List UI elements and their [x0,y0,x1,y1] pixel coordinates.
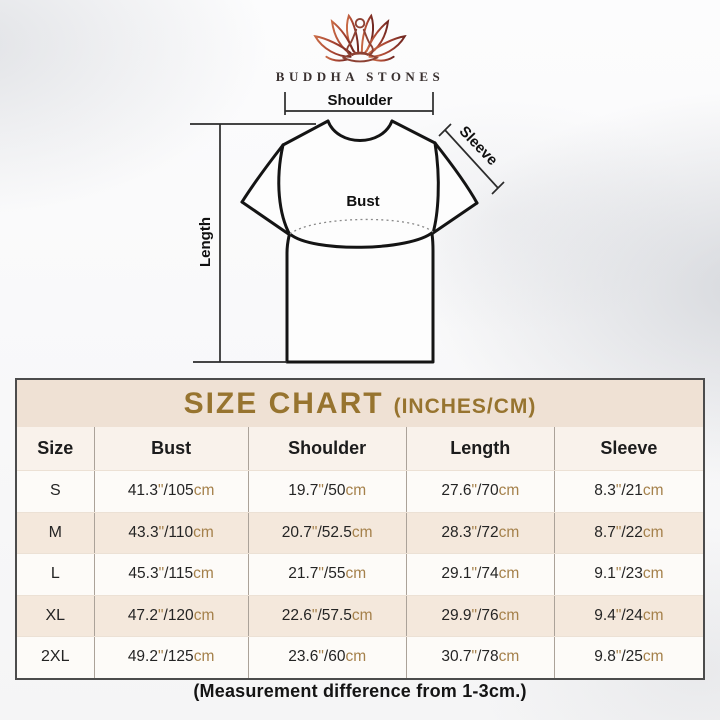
sleeve-label: Sleeve [456,123,501,169]
bust-dotted-line [289,218,434,235]
column-header-shoulder: Shoulder [249,427,407,470]
size-cell: S [17,471,95,512]
table-row-l: L 45.3 "/115 cm 21.7 "/55 cm 29.1 "/74 cm 9.1 "… [17,553,703,595]
sleeve-cell: 9.4 "/24 cm [594,606,664,624]
measurement-lines [190,92,505,363]
bust-cell: 41.3 "/105 cm [95,471,249,512]
length-cell: 27.6 "/70 cm [407,471,555,512]
shoulder-label: Shoulder [327,92,392,109]
table-row-xl: XL 47.2 "/120 cm 22.6 "/57.5 cm 29.9 "/76 cm 9… [17,594,703,636]
column-header-size: Size [17,427,95,470]
size-cell: M [17,512,95,553]
table-row-m: M 43.3 "/110 cm 20.7 "/52.5 cm 28.3 "/72 cm 8.… [17,511,703,553]
lotus-logo-icon [313,13,407,63]
size-cell: XL [17,595,95,636]
length-cell: 28.3 "/72 cm [407,512,555,553]
bust-cell: 47.2 "/120 cm [95,595,249,636]
length-cell: 30.7 "/78 cm [407,637,555,678]
size-chart-table: SIZE CHART (INCHES/CM) Size Bust Shoulde… [15,378,705,680]
length-cell: 29.9 "/76 cm [407,595,555,636]
shoulder-cell: 20.7 "/52.5 cm [249,512,407,553]
bust-cell: 45.3 "/115 cm [95,554,249,595]
size-chart-units: (INCHES/CM) [393,395,537,418]
shoulder-cell: 21.7 "/55 cm [249,554,407,595]
sleeve-cell: 9.1 "/23 cm [594,565,664,583]
bust-cell: 49.2 "/125 cm [95,637,249,678]
column-header-bust: Bust [95,427,249,470]
brand-name: BUDDHA STONES [275,69,445,84]
shoulder-cell: 22.6 "/57.5 cm [249,595,407,636]
sleeve-cell: 8.3 "/21 cm [594,482,664,500]
table-row-2xl: 2XL 49.2 "/125 cm 23.6 "/60 cm 30.7 "/78 cm 9.… [17,636,703,678]
size-chart-title: SIZE CHART [183,387,384,420]
size-chart-title-band: SIZE CHART (INCHES/CM) [17,380,703,427]
sleeve-cell: 8.7 "/22 cm [594,523,664,541]
column-header-sleeve: Sleeve [600,438,658,458]
bust-label: Bust [346,193,379,210]
table-row-s: S 41.3 "/105 cm 19.7 "/50 cm 27.6 "/70 cm 8.3 "… [17,470,703,512]
length-label: Length [197,217,214,267]
shoulder-cell: 19.7 "/50 cm [249,471,407,512]
measurement-footnote: (Measurement difference from 1-3cm.) [193,681,527,701]
column-header-length: Length [407,427,555,470]
tshirt-measurement-diagram: Shoulder Bust Length Sleeve [190,92,505,364]
tshirt-shape [242,121,477,362]
size-cell: 2XL [17,637,95,678]
table-header-row: Size Bust Shoulder Length Sleeve [17,427,703,470]
tshirt-outline [240,119,479,364]
bust-cell: 43.3 "/110 cm [95,512,249,553]
brand-logo: BUDDHA STONES [0,12,720,85]
length-cell: 29.1 "/74 cm [407,554,555,595]
sleeve-cell: 9.8 "/25 cm [594,648,664,666]
shoulder-cell: 23.6 "/60 cm [249,637,407,678]
size-cell: L [17,554,95,595]
